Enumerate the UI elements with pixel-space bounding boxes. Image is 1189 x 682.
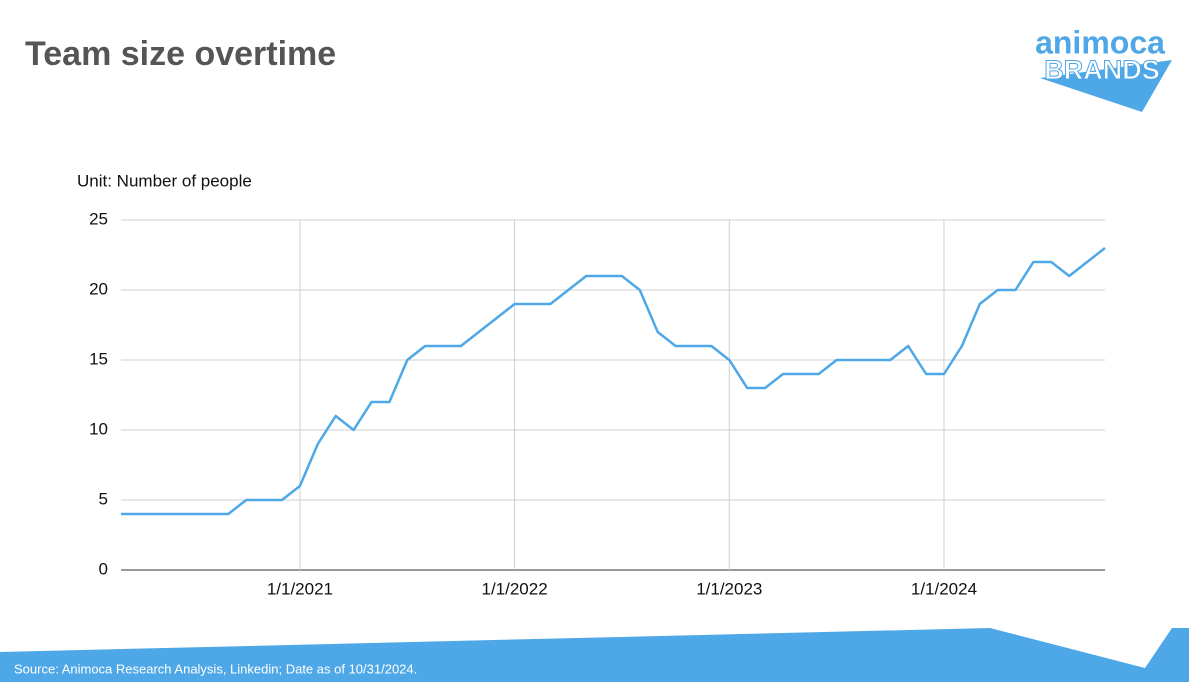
x-tick-label: 1/1/2023 bbox=[696, 579, 762, 598]
x-tick-label: 1/1/2022 bbox=[482, 579, 548, 598]
y-tick-label: 10 bbox=[89, 419, 108, 438]
y-tick-label: 20 bbox=[89, 279, 108, 298]
logo-text: BRANDS bbox=[1044, 55, 1160, 85]
logo-shape bbox=[1040, 60, 1172, 112]
source-note: Source: Animoca Research Analysis, Linke… bbox=[14, 661, 417, 676]
x-tick-label: 1/1/2021 bbox=[267, 579, 333, 598]
footer-band bbox=[0, 628, 1189, 682]
y-tick-label: 5 bbox=[99, 489, 108, 508]
chart-title: Team size overtime bbox=[25, 35, 336, 73]
logo-text: animoca bbox=[1035, 24, 1165, 60]
data-line bbox=[121, 247, 1106, 516]
y-tick-label: 15 bbox=[89, 349, 108, 368]
y-tick-label: 25 bbox=[89, 209, 108, 228]
x-tick-label: 1/1/2024 bbox=[911, 579, 977, 598]
y-tick-label: 0 bbox=[99, 559, 108, 578]
y-axis-label: Unit: Number of people bbox=[77, 171, 252, 190]
